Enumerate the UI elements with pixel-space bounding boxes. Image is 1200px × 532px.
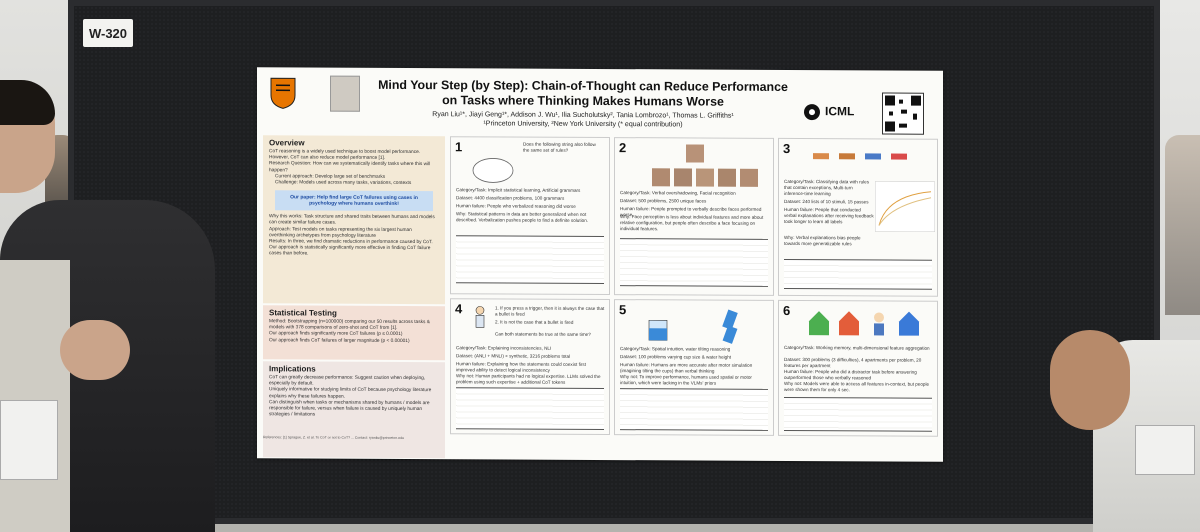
overview-bullet: Approach: Test models on tasks represent… — [269, 226, 412, 239]
impl-title: Implications — [269, 364, 316, 374]
panel-4-premise-2: 2. It is not the case that a bullet is f… — [495, 319, 574, 325]
panel-2-task: Category/Task: Verbal overshadowing, Fac… — [620, 190, 736, 196]
panel-1-results-table — [456, 235, 604, 285]
panel-number: 3 — [783, 140, 791, 156]
overview-bullet: Results: In three, we find dramatic redu… — [269, 239, 433, 257]
presenter-left-shirt — [0, 260, 70, 532]
booth-number-label: W-320 — [83, 19, 133, 47]
panel-3-results-table — [784, 258, 932, 290]
presenter-left-hand — [60, 320, 130, 380]
conference-name: ICML — [825, 104, 855, 119]
panel-number: 4 — [455, 301, 463, 317]
statistical-testing-section: Statistical Testing Method: Bootstrappin… — [263, 305, 445, 361]
panel-4-premise-1: 1. If you press a trigger, then it is al… — [495, 305, 605, 317]
qr-code-icon — [882, 92, 924, 135]
poster-authors: Ryan Liu¹*, Jiayi Geng¹*, Addison J. Wu¹… — [373, 110, 793, 130]
portrait-photo — [330, 75, 360, 112]
princeton-shield-icon — [270, 77, 296, 109]
vehicle-stimuli-icon — [813, 153, 907, 160]
panel-2-dataset: Dataset: 500 problems, 2500 unique faces — [620, 198, 707, 204]
panel-number: 1 — [455, 139, 463, 155]
icml-logo-icon — [804, 104, 820, 121]
learning-curve-plot — [875, 181, 935, 232]
panel-2-results-table — [620, 238, 768, 287]
overview-section: Overview CoT reasoning is a widely used … — [263, 135, 445, 305]
panel-1-why: Why: Statistical patterns in data are be… — [456, 211, 589, 224]
overview-bullet: Research Question: How can we systematic… — [269, 161, 431, 173]
panel-5-why: Why not: To improve performance, humans … — [620, 374, 752, 386]
panel-3-why: Why: Verbal explanations bias people tow… — [784, 234, 861, 247]
panel-5-dataset: Dataset: 100 problems varying cup size &… — [620, 354, 732, 360]
panel-4-task: Category/Task: Explaining inconsistencie… — [456, 345, 552, 351]
overview-title: Overview — [269, 138, 305, 148]
panel-3-dataset: Dataset: 240 lists of 10 stimuli, 15 pas… — [784, 198, 869, 205]
stat-title: Statistical Testing — [269, 308, 337, 318]
poster-title: Mind Your Step (by Step): Chain-of-Thoug… — [378, 77, 788, 109]
impl-bullet: Uniquely informative for studying limits… — [269, 387, 432, 400]
grammar-bubble-icon — [472, 158, 514, 183]
faces-image-icon — [652, 144, 758, 187]
panel-6-results-table — [784, 396, 932, 432]
references-footer: References: [1] Sprague, Z. et al. To Co… — [263, 435, 404, 440]
panel-3: 3 Category/Task: Classifying data with r… — [778, 137, 938, 297]
stat-bullet: Our approach finds CoT failures of large… — [269, 337, 410, 344]
person-figure-icon — [475, 306, 485, 328]
research-poster: Mind Your Step (by Step): Chain-of-Thoug… — [257, 67, 943, 462]
overview-bullet: Challenge: Models used across many tasks… — [275, 180, 412, 187]
panel-3-human: Human failure: People that conducted ver… — [784, 206, 874, 225]
panel-4-dataset: Dataset: (ANLI + MNLI) × synthetic, 3216… — [456, 353, 571, 359]
panel-1-dataset: Dataset: 4400 classification problems, 1… — [456, 195, 565, 201]
panel-number: 6 — [783, 302, 791, 318]
panel-1-task: Category/Task: Implicit statistical lear… — [456, 187, 581, 193]
panel-2-why: Why: Face perception is less about indiv… — [620, 214, 764, 232]
panel-6: 6 Category/Task: Working memory, multi-d… — [778, 299, 938, 437]
panel-4-why: Why not: Human participants had no logic… — [456, 373, 601, 386]
panel-number: 2 — [619, 140, 627, 156]
overview-bullet: Why this works: Task structure and share… — [269, 214, 435, 227]
panel-5-task: Category/Task: Spatial intuition, water … — [620, 346, 731, 352]
panel-number: 5 — [619, 302, 627, 318]
background-person-right — [1165, 135, 1200, 315]
poster-left-column: Overview CoT reasoning is a widely used … — [263, 135, 445, 459]
apartments-icon — [809, 311, 919, 336]
panel-2: 2 Category/Task: Verbal overshadowing, F… — [614, 137, 774, 296]
panel-3-task: Category/Task: Classifying data with rul… — [784, 178, 870, 197]
panel-6-why: Why not: Models were able to access all … — [784, 380, 930, 393]
panel-4: 4 1. If you press a trigger, then it is … — [450, 298, 610, 436]
visitor-right-arm — [1050, 330, 1130, 430]
panel-5: 5 Category/Task: Spatial intuition, wate… — [614, 299, 774, 436]
impl-bullet: Can distinguish when tasks or mechanisms… — [269, 400, 430, 418]
badge-left — [0, 400, 58, 480]
badge-right — [1135, 425, 1195, 475]
panel-1: 1 Does the following string also follow … — [450, 136, 610, 296]
panel-1-prompt: Does the following string also follow th… — [523, 141, 596, 154]
panel-4-question: Can both statements be true at the same … — [495, 331, 591, 337]
panel-1-human: Human failure: People who verbalized rea… — [456, 203, 576, 209]
highlight-box: Our paper: Help find large CoT failures … — [275, 190, 433, 212]
panel-6-task: Category/Task: Working memory, multi-dim… — [784, 344, 930, 351]
panel-4-results-table — [456, 387, 604, 431]
water-cups-icon — [648, 309, 738, 344]
panel-5-results-table — [620, 388, 768, 431]
